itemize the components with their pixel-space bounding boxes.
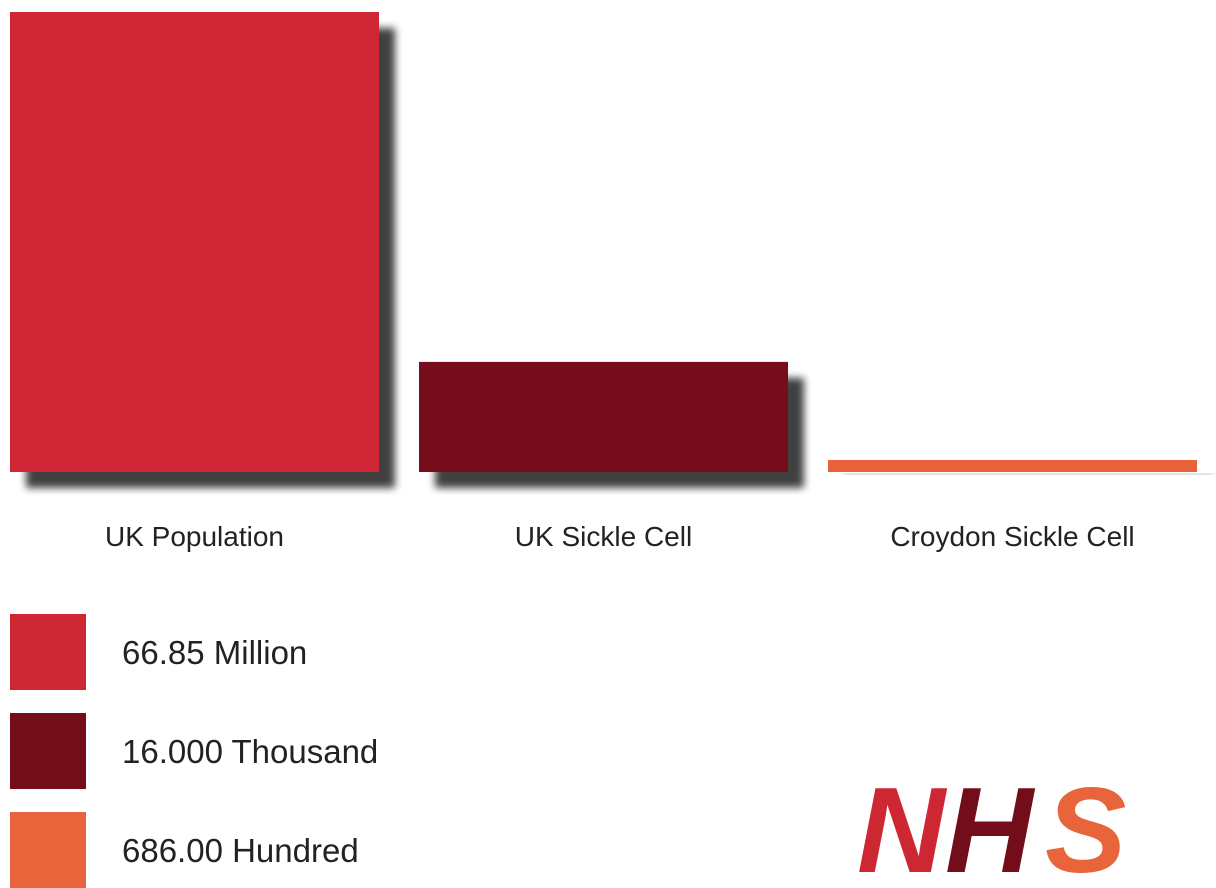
svg-text:S: S — [1045, 768, 1126, 880]
category-label: Croydon Sickle Cell — [890, 521, 1134, 552]
legend-label: 16.000 Thousand — [122, 733, 379, 770]
legend-swatch — [10, 812, 86, 888]
legend-item-croydon-sickle-cell: 686.00 Hundred — [10, 812, 430, 888]
nhs-logo: N H S — [857, 768, 1126, 880]
legend-label: 686.00 Hundred — [122, 832, 359, 869]
category-label: UK Sickle Cell — [515, 521, 692, 552]
bar-uk-sickle-cell — [419, 361, 788, 472]
legend-item-uk-population: 66.85 Million — [10, 614, 430, 690]
bar-chart: UK Population UK Sickle Cell Croydon Sickl… — [10, 12, 1197, 552]
legend-label: 66.85 Million — [122, 634, 308, 671]
legend-swatch — [10, 614, 86, 690]
bar-uk-population — [10, 12, 379, 472]
legend-item-uk-sickle-cell: 16.000 Thousand — [10, 713, 430, 789]
bar-croydon-sickle-cell — [828, 460, 1197, 472]
svg-text:H: H — [945, 768, 1036, 880]
svg-text:N: N — [857, 768, 948, 880]
category-label: UK Population — [105, 521, 284, 552]
legend-swatch — [10, 713, 86, 789]
